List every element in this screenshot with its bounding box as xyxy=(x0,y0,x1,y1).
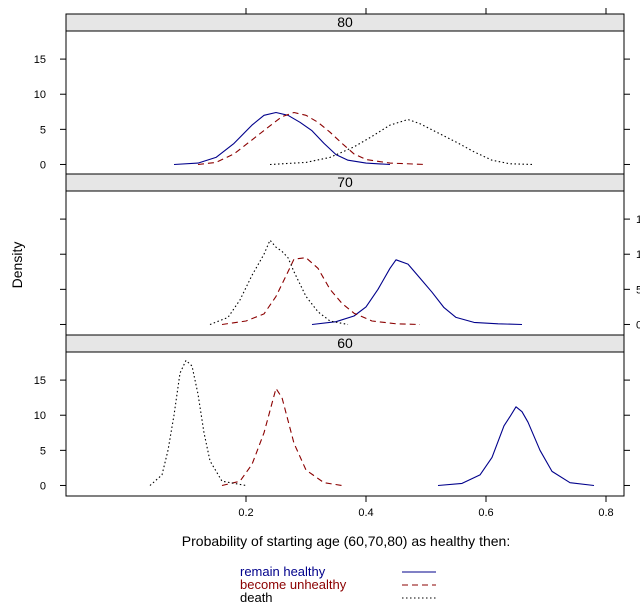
series-line-become-unhealthy xyxy=(197,111,427,166)
series-line-death xyxy=(269,118,535,166)
y-tick-label: 0 xyxy=(40,480,46,492)
y-tick-label: 10 xyxy=(34,410,46,422)
panels: 80 0 5 10 15 70 0 5 10 15 60 0 5 10 15 0.2 0.4 0.6 0.8 xyxy=(34,8,640,519)
y-axis-label: Density xyxy=(9,242,25,289)
series-line-remain-healthy xyxy=(173,111,391,166)
y-tick-label: 10 xyxy=(636,249,640,261)
y-tick-label: 15 xyxy=(34,375,46,387)
legend-label: death xyxy=(240,590,273,605)
panel-strip-label: 70 xyxy=(337,174,353,190)
panel-strip-label: 60 xyxy=(337,335,353,351)
x-tick-label: 0.2 xyxy=(238,507,253,519)
panel-frame xyxy=(65,30,625,176)
series-line-death xyxy=(149,359,247,487)
panel-strip-label: 80 xyxy=(337,14,353,30)
x-tick-label: 0.4 xyxy=(358,507,373,519)
panel-60: 60 0 5 10 15 0.2 0.4 0.6 0.8 xyxy=(34,334,630,519)
panel-frame xyxy=(65,351,625,497)
y-tick-label: 0 xyxy=(636,319,640,331)
panel-70: 70 0 5 10 15 xyxy=(60,173,640,336)
y-tick-label: 5 xyxy=(40,124,46,136)
y-tick-label: 5 xyxy=(40,445,46,457)
series-line-become-unhealthy xyxy=(221,387,343,487)
y-tick-label: 15 xyxy=(34,54,46,66)
series-line-remain-healthy xyxy=(311,259,523,326)
y-tick-label: 10 xyxy=(34,89,46,101)
panel-frame xyxy=(65,190,625,336)
panel-80: 80 0 5 10 15 xyxy=(34,8,630,176)
legend-label: remain healthy xyxy=(240,564,326,579)
x-tick-label: 0.6 xyxy=(478,507,493,519)
series-line-death xyxy=(209,239,349,326)
y-tick-label: 15 xyxy=(636,214,640,226)
series-line-remain-healthy xyxy=(437,406,595,487)
y-tick-label: 0 xyxy=(40,159,46,171)
x-axis-label: Probability of starting age (60,70,80) a… xyxy=(182,533,510,549)
x-tick-label: 0.8 xyxy=(598,507,613,519)
legend-label: become unhealthy xyxy=(240,577,347,592)
y-tick-label: 5 xyxy=(636,284,640,296)
